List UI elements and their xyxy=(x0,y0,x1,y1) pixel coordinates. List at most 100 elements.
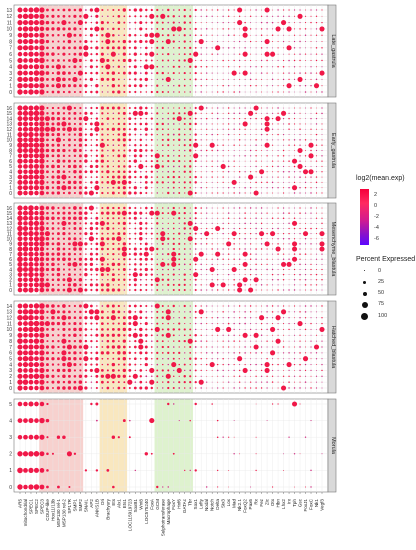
expression-dot xyxy=(270,231,276,237)
expression-dot xyxy=(288,328,290,331)
expression-dot xyxy=(272,107,274,109)
expression-dot xyxy=(299,128,301,130)
expression-dot xyxy=(156,65,159,68)
expression-dot xyxy=(305,160,306,162)
expression-dot xyxy=(121,210,127,216)
expression-dot xyxy=(310,248,312,250)
expression-dot xyxy=(178,181,181,184)
expression-dot xyxy=(299,171,301,173)
expression-dot xyxy=(255,238,257,240)
expression-dot xyxy=(128,304,132,308)
expression-dot xyxy=(150,206,153,210)
expression-dot xyxy=(239,269,241,270)
expression-dot xyxy=(217,263,219,265)
expression-dot xyxy=(56,27,61,31)
expression-dot xyxy=(211,317,213,319)
expression-dot xyxy=(28,205,34,211)
expression-dot xyxy=(162,322,164,325)
expression-dot xyxy=(195,171,197,173)
expression-dot xyxy=(291,256,298,262)
expression-dot xyxy=(184,358,186,360)
expression-dot xyxy=(77,241,83,247)
expression-dot xyxy=(288,155,290,157)
cluster-tick-label: 10 xyxy=(6,327,12,333)
expression-dot xyxy=(134,288,137,292)
expression-dot xyxy=(222,78,224,80)
expression-dot xyxy=(112,21,114,24)
expression-dot xyxy=(156,273,158,276)
expression-dot xyxy=(101,357,104,360)
expression-dot xyxy=(39,417,45,424)
expression-dot xyxy=(217,192,219,194)
expression-dot xyxy=(233,139,235,141)
expression-dot xyxy=(206,323,208,325)
expression-dot xyxy=(90,117,93,120)
expression-dot xyxy=(67,39,72,44)
expression-dot xyxy=(95,154,99,157)
expression-dot xyxy=(242,32,248,38)
expression-dot xyxy=(128,346,131,348)
gene-tick-label: Nk2.1 xyxy=(237,499,242,511)
expression-dot xyxy=(123,160,126,162)
expression-dot xyxy=(277,176,279,178)
expression-dot xyxy=(255,289,257,291)
expression-dot xyxy=(283,469,285,471)
expression-dot xyxy=(188,122,192,126)
expression-dot xyxy=(68,339,71,343)
expression-dot xyxy=(271,375,274,377)
expression-dot xyxy=(282,72,285,74)
expression-dot xyxy=(122,186,126,190)
expression-dot xyxy=(194,284,197,286)
color-gradient xyxy=(360,189,369,245)
expression-dot xyxy=(222,217,224,219)
expression-dot xyxy=(33,185,40,191)
expression-dot xyxy=(200,248,202,250)
expression-dot xyxy=(123,206,126,210)
expression-dot xyxy=(288,387,290,389)
expression-dot xyxy=(156,181,159,184)
cluster-tick-label: 14 xyxy=(6,116,12,122)
expression-dot xyxy=(117,340,120,342)
expression-dot xyxy=(178,340,181,343)
expression-dot xyxy=(283,381,284,383)
expression-dot xyxy=(178,91,181,93)
expression-dot xyxy=(90,278,93,281)
expression-dot xyxy=(233,317,235,319)
expression-dot xyxy=(321,212,323,214)
expression-dot xyxy=(39,326,45,332)
expression-dot xyxy=(189,138,192,142)
expression-dot xyxy=(44,321,51,327)
expression-dot xyxy=(46,14,49,18)
expression-dot xyxy=(46,452,49,456)
expression-dot xyxy=(128,84,132,87)
expression-dot xyxy=(90,27,93,31)
expression-dot xyxy=(51,116,55,121)
expression-dot xyxy=(39,210,45,216)
expression-dot xyxy=(310,334,312,336)
expression-dot xyxy=(282,160,285,162)
expression-dot xyxy=(183,107,186,109)
expression-dot xyxy=(283,222,285,224)
expression-dot xyxy=(156,247,159,251)
expression-dot xyxy=(46,59,49,62)
size-dot xyxy=(361,302,368,308)
expression-dot xyxy=(46,316,49,319)
expression-dot xyxy=(23,83,28,89)
expression-dot xyxy=(34,315,39,320)
expression-dot xyxy=(310,160,312,162)
expression-dot xyxy=(321,375,323,377)
expression-dot xyxy=(101,112,104,115)
expression-dot xyxy=(222,381,224,383)
expression-dot xyxy=(33,105,40,111)
expression-dot xyxy=(211,107,213,109)
expression-dot xyxy=(22,309,29,315)
expression-dot xyxy=(288,232,290,235)
expression-dot xyxy=(178,53,180,55)
expression-dot xyxy=(57,106,60,110)
expression-dot xyxy=(271,15,274,17)
expression-dot xyxy=(260,15,263,17)
expression-dot xyxy=(281,309,287,315)
expression-dot xyxy=(117,78,120,81)
expression-dot xyxy=(299,112,301,114)
expression-dot xyxy=(39,225,45,232)
